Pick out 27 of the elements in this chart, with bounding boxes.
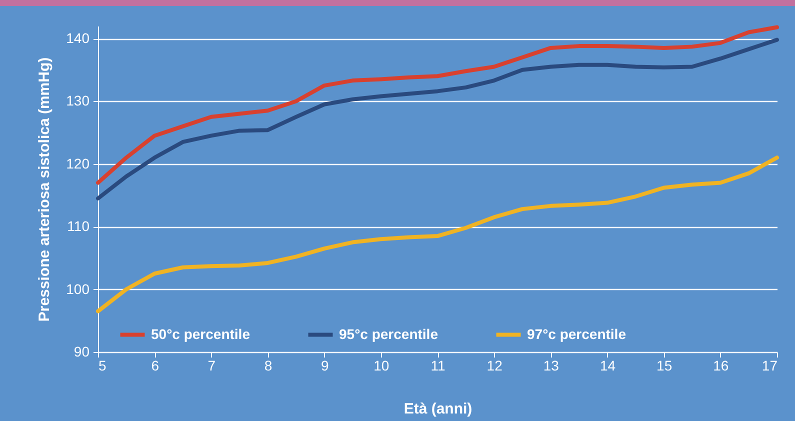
legend-label: 95°c percentile bbox=[339, 326, 438, 342]
y-tick-label: 120 bbox=[66, 155, 90, 172]
y-tick-label: 90 bbox=[74, 344, 90, 360]
y-tick-label: 110 bbox=[67, 218, 90, 234]
legend-label: 50°c percentile bbox=[151, 326, 250, 342]
x-tick-label: 11 bbox=[430, 358, 446, 374]
x-tick-label: 14 bbox=[600, 358, 616, 374]
y-tick-label: 140 bbox=[66, 30, 90, 46]
x-tick-label: 17 bbox=[762, 358, 778, 374]
x-tick-label: 15 bbox=[656, 358, 672, 374]
line-series bbox=[96, 156, 779, 314]
line-series bbox=[96, 38, 779, 200]
x-tick-label: 8 bbox=[264, 358, 272, 374]
x-tick-label: 7 bbox=[208, 358, 216, 374]
x-tick-label: 5 bbox=[98, 358, 106, 374]
x-tick-label: 10 bbox=[374, 358, 390, 374]
x-tick-label: 6 bbox=[151, 358, 160, 374]
x-tick-label: 13 bbox=[543, 358, 560, 374]
y-tick-label: 100 bbox=[66, 280, 90, 297]
x-tick-label: 16 bbox=[713, 358, 729, 374]
y-tick-label: 130 bbox=[66, 92, 90, 109]
line-series bbox=[96, 25, 779, 185]
x-tick-label: 9 bbox=[320, 358, 329, 374]
x-axis-title: Età (anni) bbox=[404, 400, 472, 418]
x-tick-label: 12 bbox=[486, 358, 503, 374]
legend-label: 97°c percentile bbox=[527, 326, 626, 342]
y-axis-title: Pressione arteriosa sistolica (mmHg) bbox=[36, 57, 54, 322]
